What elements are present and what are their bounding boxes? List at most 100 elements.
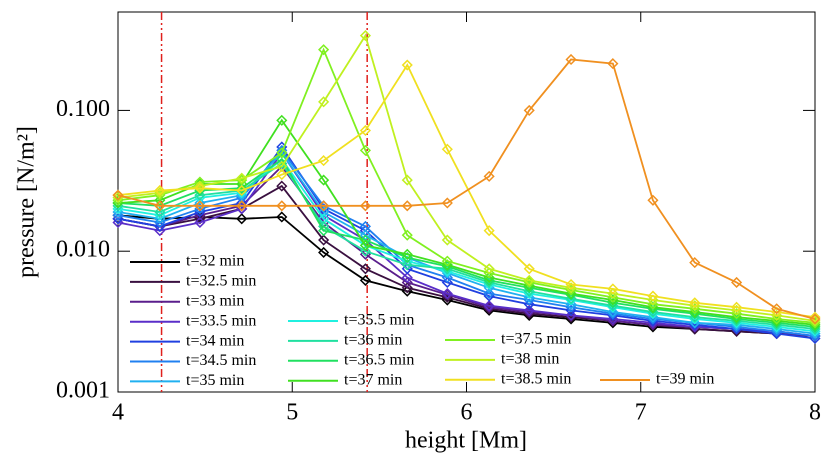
legend-label: t=36 min bbox=[344, 332, 402, 349]
x-tick-label: 4 bbox=[112, 400, 124, 426]
data-point bbox=[194, 189, 206, 201]
data-point bbox=[565, 53, 577, 66]
data-point bbox=[607, 283, 619, 295]
data-point bbox=[318, 44, 330, 56]
x-tick-label: 6 bbox=[461, 400, 473, 426]
data-point bbox=[483, 271, 495, 284]
data-point bbox=[236, 213, 248, 225]
data-point bbox=[401, 229, 413, 241]
series-line bbox=[117, 33, 816, 322]
data-point bbox=[154, 206, 166, 218]
data-point bbox=[401, 59, 413, 71]
data-point bbox=[771, 303, 783, 315]
data-point bbox=[441, 143, 453, 155]
data-point bbox=[236, 182, 248, 194]
data-point bbox=[318, 225, 330, 237]
data-point bbox=[483, 267, 495, 279]
data-point bbox=[276, 147, 288, 159]
data-point bbox=[483, 263, 495, 275]
series-line bbox=[117, 157, 816, 333]
data-point bbox=[318, 213, 330, 225]
data-point bbox=[318, 155, 330, 167]
data-point bbox=[194, 216, 206, 229]
legend-label: t=38.5 min bbox=[501, 370, 571, 387]
series-line bbox=[117, 145, 816, 340]
y-tick-label: 0.010 bbox=[56, 237, 110, 263]
data-point bbox=[401, 174, 413, 186]
data-point bbox=[154, 184, 166, 197]
series-line bbox=[117, 58, 816, 320]
data-point bbox=[318, 174, 330, 186]
data-point bbox=[731, 301, 743, 313]
data-point bbox=[359, 263, 371, 275]
data-point bbox=[359, 30, 371, 42]
legend-label: t=32 min bbox=[186, 253, 244, 270]
data-point bbox=[194, 180, 206, 192]
data-point bbox=[731, 276, 743, 289]
data-point bbox=[276, 169, 288, 181]
data-point bbox=[401, 271, 413, 284]
series-line bbox=[117, 162, 816, 330]
series-line bbox=[117, 157, 816, 328]
data-point bbox=[401, 276, 413, 289]
data-point bbox=[647, 194, 659, 206]
y-tick-label: 0.100 bbox=[56, 96, 110, 122]
data-point bbox=[523, 298, 535, 310]
data-point bbox=[236, 197, 248, 209]
data-point bbox=[276, 114, 288, 126]
data-point bbox=[359, 200, 371, 212]
data-point bbox=[236, 200, 248, 212]
data-point bbox=[359, 124, 371, 137]
legend-label: t=35.5 min bbox=[344, 312, 414, 329]
legend-label: t=33 min bbox=[186, 292, 244, 309]
data-point bbox=[276, 153, 288, 165]
y-axis-label: pressure [N/m²] bbox=[14, 126, 40, 278]
data-point bbox=[359, 245, 371, 257]
data-point bbox=[565, 298, 577, 310]
data-point bbox=[154, 225, 166, 237]
x-tick-label: 8 bbox=[809, 400, 821, 426]
data-point bbox=[565, 309, 577, 321]
data-point bbox=[647, 298, 659, 310]
data-point bbox=[154, 194, 166, 206]
data-point bbox=[318, 200, 330, 212]
legend-label: t=37 min bbox=[344, 371, 402, 388]
data-point bbox=[401, 282, 413, 294]
data-point bbox=[401, 248, 413, 260]
legend-label: t=33.5 min bbox=[186, 312, 256, 329]
data-point bbox=[809, 311, 821, 323]
y-tick-label: 0.001 bbox=[56, 378, 110, 404]
legend-label: t=34 min bbox=[186, 332, 244, 349]
data-point bbox=[318, 96, 330, 108]
data-point bbox=[194, 182, 206, 194]
data-point bbox=[236, 184, 248, 197]
series-line bbox=[117, 118, 816, 326]
data-point bbox=[523, 304, 535, 316]
data-point bbox=[318, 234, 330, 246]
data-point bbox=[483, 288, 495, 300]
data-point bbox=[194, 197, 206, 209]
data-point bbox=[236, 172, 248, 184]
data-point bbox=[154, 200, 166, 212]
data-point bbox=[359, 274, 371, 286]
legend-label: t=39 min bbox=[656, 371, 714, 388]
data-point bbox=[276, 211, 288, 223]
data-point bbox=[441, 197, 453, 209]
data-point bbox=[565, 278, 577, 291]
legend-label: t=36.5 min bbox=[344, 351, 414, 368]
data-point bbox=[441, 255, 453, 267]
data-point bbox=[483, 225, 495, 237]
data-point bbox=[689, 297, 701, 309]
data-point bbox=[359, 239, 371, 251]
data-point bbox=[441, 288, 453, 300]
x-tick-label: 7 bbox=[635, 400, 647, 426]
legend-label: t=38 min bbox=[501, 351, 559, 368]
data-point bbox=[318, 246, 330, 259]
data-point bbox=[441, 234, 453, 246]
data-point bbox=[483, 170, 495, 182]
data-point bbox=[523, 263, 535, 275]
data-point bbox=[401, 259, 413, 271]
data-point bbox=[607, 58, 619, 70]
data-point bbox=[318, 206, 330, 218]
